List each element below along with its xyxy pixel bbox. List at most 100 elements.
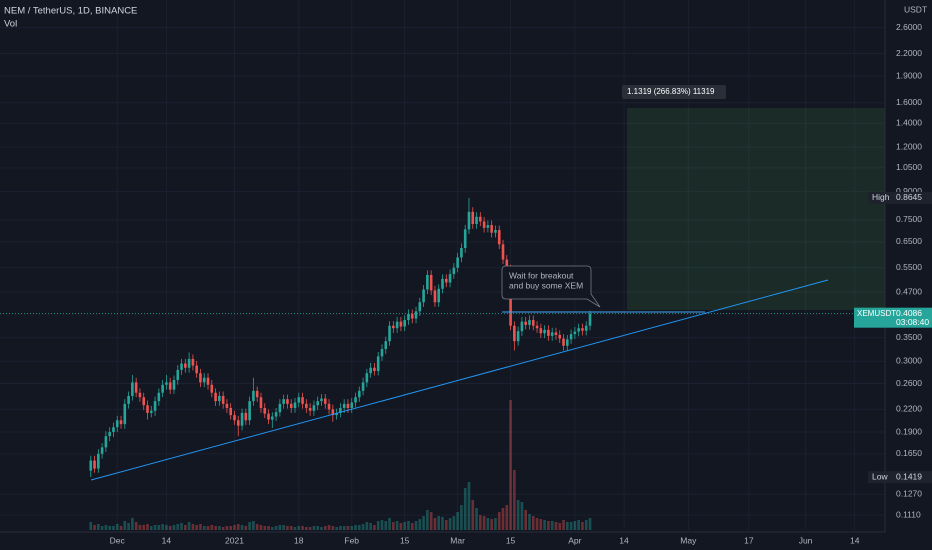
volume-bar: [119, 526, 123, 530]
volume-bar: [426, 510, 429, 530]
candle-body: [104, 436, 108, 448]
candle-body: [134, 382, 138, 393]
volume-bar: [134, 522, 138, 530]
candles: [0, 197, 885, 478]
volume-bar: [513, 470, 516, 530]
volume-bar: [316, 526, 319, 530]
countdown: 03:08:40: [896, 317, 929, 327]
candle-body: [516, 331, 520, 342]
volume-bar: [138, 525, 142, 530]
candle-body: [354, 397, 357, 403]
volume-bar: [392, 522, 395, 530]
candle-body: [558, 334, 562, 339]
volume-bar: [562, 520, 565, 530]
volume-bar: [479, 515, 482, 530]
x-tick-label: Feb: [344, 535, 359, 545]
candle-body: [168, 382, 172, 390]
volume-bar: [165, 525, 168, 530]
volume-bar: [554, 522, 558, 530]
candle-body: [278, 403, 282, 413]
candle-body: [191, 358, 195, 366]
volume-bar: [202, 526, 206, 530]
candle-body: [259, 397, 263, 408]
x-tick-label: Dec: [110, 535, 126, 545]
volume-bar: [384, 521, 388, 530]
volume-bar: [380, 520, 384, 530]
candle-body: [331, 409, 335, 416]
candle-body: [550, 332, 554, 336]
candle-body: [494, 230, 497, 233]
y-tick-label: 0.5500: [896, 262, 922, 272]
y-tick-label: 2.2000: [896, 48, 922, 58]
volume-bar: [399, 523, 403, 530]
candle-body: [274, 412, 278, 417]
x-tick-label: May: [680, 535, 697, 545]
price-axis: [885, 0, 932, 550]
volume-bar: [528, 514, 531, 530]
candle-body: [467, 211, 471, 230]
candle-body: [339, 407, 342, 413]
volume-bar: [535, 518, 539, 530]
candle-body: [100, 447, 104, 454]
volume-bar: [501, 508, 505, 530]
volume-bar: [539, 519, 543, 530]
y-tick-label: 0.1270: [896, 489, 922, 499]
y-tick-label: 1.6000: [896, 97, 922, 107]
candle-body: [184, 363, 187, 368]
candle-body: [305, 403, 308, 408]
candle-body: [308, 407, 312, 411]
volume-bar: [161, 524, 164, 530]
candle-body: [403, 320, 406, 327]
callout-box: [501, 265, 601, 308]
volume-bar: [433, 518, 437, 530]
x-tick-label: 14: [619, 535, 629, 545]
y-tick-label: 0.1650: [896, 448, 922, 458]
volume-bar: [475, 508, 478, 530]
candle-body: [214, 392, 217, 402]
candle-body: [301, 397, 304, 404]
volume-bar: [312, 526, 316, 530]
candle-body: [452, 267, 456, 275]
candle-body: [463, 229, 467, 249]
candle-body: [289, 403, 293, 408]
y-tick-label: 0.3500: [896, 332, 922, 342]
candle-body: [316, 401, 319, 406]
volume-bar: [236, 524, 240, 530]
candle-body: [199, 373, 202, 383]
volume-bar: [187, 522, 191, 530]
volume-bar: [494, 518, 497, 530]
y-tick-label: 1.9000: [896, 70, 922, 80]
volume-bar: [320, 527, 323, 530]
candle-body: [520, 321, 524, 332]
candle-body: [346, 403, 350, 408]
volume-bar: [259, 525, 263, 530]
volume-bar: [531, 516, 535, 530]
candle-body: [244, 412, 248, 421]
volume-bar: [388, 518, 391, 530]
x-tick-label: 15: [506, 535, 516, 545]
candle-body: [252, 390, 255, 402]
y-tick-label: 0.4700: [896, 286, 922, 296]
volume-bar: [361, 524, 365, 530]
extreme-label: High: [872, 192, 890, 202]
candle-body: [202, 377, 206, 383]
candle-body: [195, 365, 198, 374]
y-tick-label: 0.1900: [896, 426, 922, 436]
candle-body: [581, 328, 584, 331]
volume-bar: [463, 488, 467, 530]
last-price-badge: [854, 307, 932, 328]
volume-bar: [142, 525, 146, 530]
candle-body: [460, 248, 463, 258]
volume-bar: [274, 526, 278, 530]
candle-body: [123, 403, 127, 425]
candle-body: [369, 367, 372, 374]
volume-pane: [89, 400, 592, 530]
candle-body: [543, 329, 546, 334]
volume-bar: [278, 525, 282, 530]
candle-body: [263, 407, 267, 414]
candle-body: [206, 377, 210, 385]
volume-bar: [418, 519, 422, 530]
volume-bar: [157, 525, 161, 530]
volume-bar: [210, 525, 214, 530]
